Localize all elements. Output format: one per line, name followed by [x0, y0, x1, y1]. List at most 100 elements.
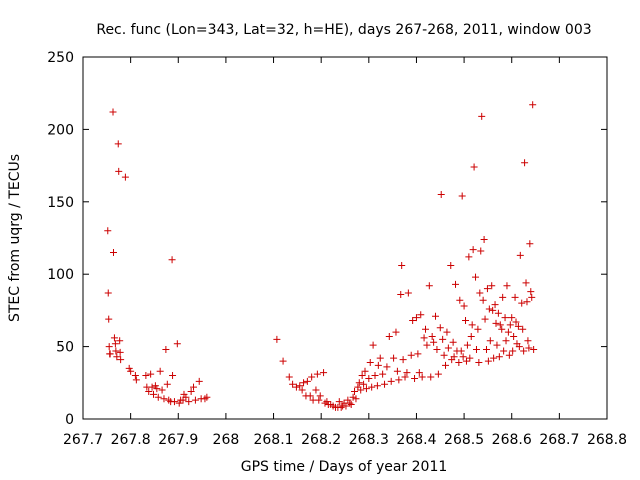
data-point [357, 386, 365, 394]
data-point [379, 370, 387, 378]
data-point [383, 363, 391, 371]
data-point [168, 256, 176, 264]
y-tick-label: 200 [47, 122, 74, 138]
data-point [125, 364, 133, 372]
data-point [109, 248, 117, 256]
data-point [463, 341, 471, 349]
data-point [117, 356, 125, 364]
y-tick-label: 0 [65, 412, 74, 428]
data-point [289, 380, 297, 388]
data-point [460, 302, 468, 310]
data-point [456, 296, 464, 304]
data-point [153, 385, 161, 393]
data-point [110, 334, 118, 342]
x-axis: 267.7 267.8 267.9 268 268.1 268.2 268.3 268.4 26… [63, 57, 627, 448]
data-point [335, 398, 343, 406]
x-tick-label: 268 [213, 432, 240, 448]
data-point [514, 322, 522, 330]
data-series [104, 101, 538, 411]
data-point [182, 393, 190, 401]
data-point [501, 314, 509, 322]
x-tick-label: 268.2 [301, 432, 341, 448]
data-point [418, 373, 426, 381]
data-point [442, 361, 450, 369]
data-point [399, 356, 407, 364]
data-point [320, 369, 328, 377]
data-point [481, 315, 489, 323]
data-point [420, 334, 428, 342]
data-point [376, 354, 384, 362]
data-point [472, 273, 480, 281]
data-point [484, 357, 492, 365]
data-point [478, 112, 486, 120]
data-point [104, 289, 112, 297]
data-point [360, 380, 368, 388]
data-point [312, 386, 320, 394]
data-point [142, 372, 150, 380]
data-point [365, 374, 373, 382]
data-point [165, 396, 173, 404]
data-point [316, 392, 324, 400]
data-point [349, 393, 357, 401]
data-point [511, 293, 519, 301]
data-point [515, 343, 523, 351]
data-point [494, 309, 502, 317]
data-point [476, 289, 484, 297]
data-point [190, 383, 198, 391]
data-point [430, 338, 438, 346]
data-point [104, 227, 112, 235]
data-point [459, 353, 467, 361]
data-point [470, 163, 478, 171]
data-point [354, 383, 362, 391]
data-point [401, 373, 409, 381]
data-point [462, 357, 470, 365]
data-point [121, 173, 129, 181]
data-point [425, 282, 433, 290]
data-point [505, 351, 513, 359]
x-tick-label: 267.7 [63, 432, 103, 448]
data-point [508, 314, 516, 322]
data-point [105, 315, 113, 323]
data-point [520, 347, 528, 355]
data-point [491, 301, 499, 309]
data-point [489, 306, 497, 314]
data-point [516, 251, 524, 259]
data-point [145, 387, 153, 395]
data-point [362, 385, 370, 393]
data-point [397, 290, 405, 298]
data-point [485, 305, 493, 313]
data-point [355, 379, 363, 387]
data-point [468, 321, 476, 329]
data-point [371, 372, 379, 380]
data-point [175, 399, 183, 407]
data-point [422, 325, 430, 333]
data-point [368, 383, 376, 391]
data-point [417, 311, 425, 319]
data-point [510, 332, 518, 340]
data-point [466, 354, 474, 362]
data-point [488, 282, 496, 290]
data-point [407, 351, 415, 359]
data-point [113, 353, 121, 361]
x-tick-label: 268.7 [539, 432, 579, 448]
data-point [148, 383, 156, 391]
data-point [154, 393, 162, 401]
data-point [469, 246, 477, 254]
data-point [521, 159, 529, 167]
data-point [109, 108, 117, 116]
data-point [147, 370, 155, 378]
data-point [444, 344, 452, 352]
data-point [509, 347, 517, 355]
data-point [527, 288, 535, 296]
data-point [428, 332, 436, 340]
data-point [528, 293, 536, 301]
data-point [116, 348, 124, 356]
data-point [298, 386, 306, 394]
data-point [492, 319, 500, 327]
data-point [482, 345, 490, 353]
data-point [169, 372, 177, 380]
data-point [393, 367, 401, 375]
x-axis-label: GPS time / Days of year 2011 [241, 459, 448, 475]
data-point [493, 341, 501, 349]
data-point [342, 402, 350, 410]
